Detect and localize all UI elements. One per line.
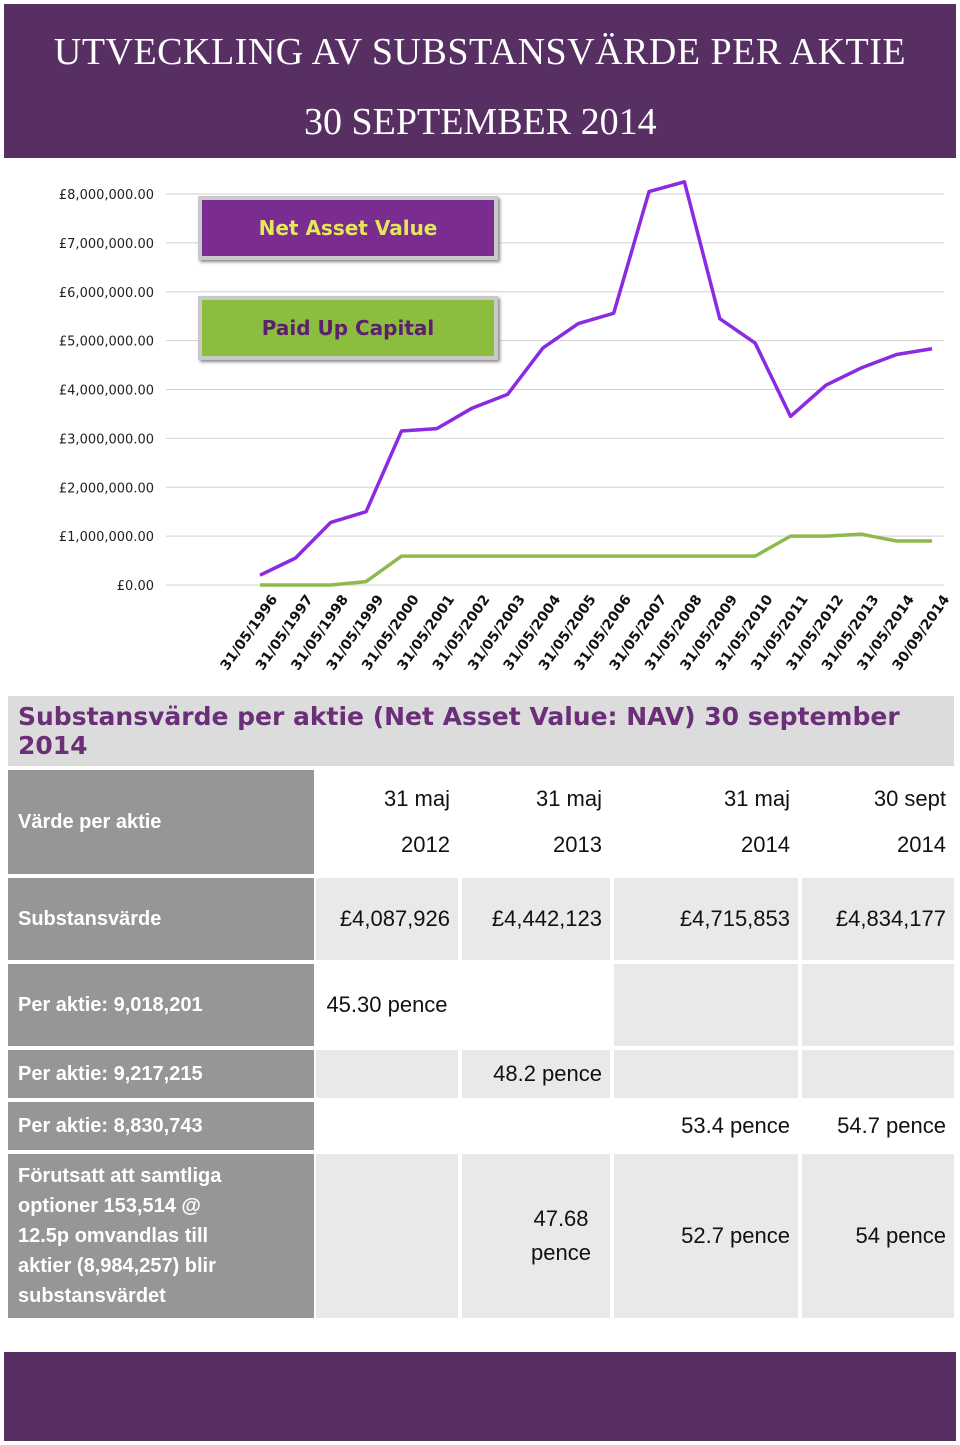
per-share-2013: 48.2 pence: [462, 1050, 610, 1098]
row-label-per-aktie-2: Per aktie: 9,217,215: [8, 1050, 314, 1098]
col-header-line2: 2014: [897, 832, 946, 857]
nav-value-sept-2014: £4,834,177: [802, 878, 954, 960]
footer-banner: [4, 1352, 956, 1441]
col-header-line2: 2014: [741, 832, 790, 857]
y-tick-label: £6,000,000.00: [59, 286, 154, 301]
col-header-line1: 30 sept: [873, 786, 946, 811]
per-share-2012: 45.30 pence: [316, 964, 458, 1046]
empty-cell: [316, 1050, 458, 1098]
header-banner: UTVECKLING AV SUBSTANSVÄRDE PER AKTIE 30…: [4, 4, 956, 158]
nav-table: Substansvärde per aktie (Net Asset Value…: [6, 694, 956, 1320]
row-label-per-aktie-3: Per aktie: 8,830,743: [8, 1102, 314, 1150]
y-tick-label: £1,000,000.00: [59, 530, 154, 545]
legend-net-asset-value: Net Asset Value: [198, 196, 498, 260]
empty-cell: [462, 1102, 610, 1150]
col-header-line1: 31 maj: [383, 786, 450, 811]
col-header-line2: 2013: [553, 832, 602, 857]
y-tick-label: £0.00: [117, 579, 154, 594]
col-header-2012: 31 maj 2012: [316, 770, 458, 874]
col-header-2014: 31 maj 2014: [614, 770, 798, 874]
table-title: Substansvärde per aktie (Net Asset Value…: [8, 696, 954, 766]
legend-paid-up-capital: Paid Up Capital: [198, 296, 498, 360]
nav-line-chart: £0.00 £1,000,000.00 £2,000,000.00 £3,000,00…: [59, 180, 953, 674]
per-share-2014: 53.4 pence: [614, 1102, 798, 1150]
diluted-2013: 47.68 pence: [462, 1154, 610, 1318]
y-tick-label: £5,000,000.00: [59, 335, 154, 350]
diluted-sept-2014: 54 pence: [802, 1154, 954, 1318]
y-tick-label: £3,000,000.00: [59, 432, 154, 447]
empty-cell: [316, 1102, 458, 1150]
empty-cell: [614, 964, 798, 1046]
header-label: Värde per aktie: [8, 770, 314, 874]
col-header-line1: 31 maj: [535, 786, 602, 811]
empty-cell: [614, 1050, 798, 1098]
series-line-paid-up-capital: [260, 532, 932, 587]
y-tick-label: £7,000,000.00: [59, 237, 154, 252]
nav-value-2014: £4,715,853: [614, 878, 798, 960]
empty-cell: [462, 964, 610, 1046]
col-header-line1: 31 maj: [723, 786, 790, 811]
col-header-line2: 2012: [401, 832, 450, 857]
nav-value-2012: £4,087,926: [316, 878, 458, 960]
empty-cell: [802, 964, 954, 1046]
series-line-net-asset-value: [259, 180, 933, 577]
nav-value-2013: £4,442,123: [462, 878, 610, 960]
row-label-diluted: Förutsatt att samtliga optioner 153,514 …: [8, 1154, 314, 1318]
per-share-sept-2014: 54.7 pence: [802, 1102, 954, 1150]
diluted-2014: 52.7 pence: [614, 1154, 798, 1318]
row-label-substansvarde: Substansvärde: [8, 878, 314, 960]
empty-cell: [802, 1050, 954, 1098]
page-title: UTVECKLING AV SUBSTANSVÄRDE PER AKTIE: [53, 31, 907, 73]
y-tick-label: £4,000,000.00: [59, 384, 154, 399]
row-label-per-aktie-1: Per aktie: 9,018,201: [8, 964, 314, 1046]
col-header-sept-2014: 30 sept 2014: [802, 770, 954, 874]
y-tick-label: £8,000,000.00: [59, 188, 154, 203]
y-tick-label: £2,000,000.00: [59, 481, 154, 496]
col-header-2013: 31 maj 2013: [462, 770, 610, 874]
page-date: 30 SEPTEMBER 2014: [304, 101, 657, 143]
empty-cell: [316, 1154, 458, 1318]
